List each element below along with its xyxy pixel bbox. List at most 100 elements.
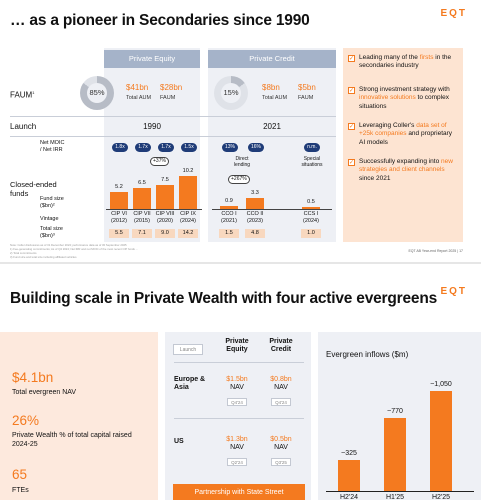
quarter-chip: Q4'24 [227,398,247,406]
funds-row-label: Closed-ended funds [10,180,57,198]
evergreen-inflows-panel: Evergreen inflows ($m) ~325 H2'24 ~770 H1'2… [318,332,481,500]
fund-name-label: CCO I (2021) [221,211,237,224]
footnote: 1) Fee-generating commitments; As of Q4 … [10,247,139,251]
bullet-text: Strong investment strategy with innovati… [359,86,450,110]
bar-value-label: 7.5 [161,177,169,183]
partnership-banner: Partnership with State Street [173,484,305,500]
nav-value: $0.5bn NAV [270,436,292,452]
bar-value-label: 6.5 [138,180,146,187]
divider [174,418,304,419]
pe-share-donut [80,76,114,110]
divider [10,136,336,137]
fund-name-label: CCO II (2023) [246,211,264,224]
fund-bar [220,206,238,209]
pc-total-aum: $8bn [262,83,280,92]
fund-bar [246,198,264,209]
footnote: 3) Fund size and total size including af… [10,255,77,259]
vintage-label: Vintage [40,216,59,222]
evergreen-matrix-panel: Launch Private Equity Private Credit Eur… [165,332,311,500]
total-size-cell: 1.5 [219,229,239,238]
bar-value-label: 3.3 [251,190,259,197]
fund-bar [156,185,174,209]
fund-bar [179,176,197,209]
eqt-logo: EQT [440,286,467,297]
nav-value: $0.8bn NAV [270,376,292,392]
direct-lending-label: Direct lending [233,156,251,169]
fund-bar [110,192,128,209]
slide-title: Building scale in Private Wealth with fo… [10,290,438,307]
category-label: H1'25 [385,494,405,500]
fund-name-label: CIP VII (2015) [133,211,151,224]
slide-secondaries: … as a pioneer in Secondaries since 1990… [10,8,466,259]
stat-label: FTEs [12,487,29,494]
growth-badge: +37% [150,157,169,166]
row-europe-asia: Europe & Asia [174,376,206,392]
fund-name-label: CIP VI (2012) [111,211,127,224]
total-size-cell: 5.5 [109,229,129,238]
chart-title: Evergreen inflows ($m) [326,350,409,359]
stat-value: 65 [12,467,28,482]
pc-total-aum-label: Total AUM [262,95,288,101]
special-situations-label: Special situations [301,156,323,169]
key-stats-panel: $4.1bn Total evergreen NAV 26% Private W… [0,332,158,500]
x-axis [212,209,332,210]
checkbox-icon: ✓ [348,87,355,94]
total-size-label: Total size ($bn)³ [40,226,63,239]
bullet-text: Leveraging Coller's data set of +25k com… [359,122,453,146]
total-size-cell: 4.8 [245,229,265,238]
inflow-bar [430,391,452,491]
divider [10,116,336,117]
growth-badge: +267% [228,175,250,184]
bullet-text: Leading many of the firsts in the second… [359,54,452,70]
moic-row-label: Net MOIC / Net IRR [40,140,65,154]
pe-launch-year: 1990 [143,122,161,131]
inflow-bar [338,460,360,491]
inflow-bar [384,417,406,491]
quarter-chip: Q2'24 [227,458,247,466]
irr-pill: 16% [248,143,264,152]
moic-pill: 1.5x [181,143,197,152]
fund-name-label: CIP IX (2024) [180,211,196,224]
bullet-text: Successfully expanding into new strategi… [359,158,453,182]
checkbox-icon: ✓ [348,55,355,62]
col-private-equity: Private Equity [225,338,249,354]
moic-pill: 1.8x [112,143,128,152]
bar-value-label: 0.9 [225,198,233,205]
pc-launch-year: 2021 [263,122,281,131]
pe-faum: $28bn [160,83,183,92]
pe-share-pct: 85% [89,88,105,97]
checkbox-icon: ✓ [348,159,355,166]
pc-faum: $5bn [298,83,316,92]
pc-faum-label: FAUM [298,95,314,101]
stat-value: $4.1bn [12,370,54,385]
pc-share-donut [214,76,248,110]
private-credit-header: Private Credit [208,50,336,68]
faum-row-label: FAUM1 [10,90,35,100]
row-us: US [174,438,184,445]
bar-value-label: ~770 [387,407,403,415]
bar-value-label: 0.5 [307,199,315,206]
footnote: 2) Total commitments [10,251,37,255]
slide-title: … as a pioneer in Secondaries since 1990 [10,12,310,29]
category-label: H2'24 [339,494,359,500]
nav-value: $1.5bn NAV [226,376,248,392]
quarter-chip: Q4'24 [271,398,291,406]
bar-value-label: ~1,050 [430,381,452,388]
total-size-cell: 1.0 [301,229,321,238]
x-axis [106,209,202,210]
moic-pill: 1.7x [135,143,151,152]
divider [174,362,304,363]
stat-label: Private Wealth % of total capital raised… [12,432,132,448]
category-label: H2'25 [431,494,451,500]
moic-pill: 1.7x [158,143,174,152]
pe-total-aum: $41bn [126,83,149,92]
bar-value-label: 5.2 [115,184,123,191]
pe-total-aum-label: Total AUM [126,95,152,101]
stat-label: Total evergreen NAV [12,389,77,396]
total-size-cell: 9.0 [155,229,175,238]
irr-pill: 13% [222,143,238,152]
fund-name-label: CCS I (2024) [303,211,319,224]
highlights-panel: ✓ Leading many of the firsts in the secon… [343,48,463,242]
pc-share-pct: 15% [223,88,239,97]
total-size-cell: 7.1 [132,229,152,238]
